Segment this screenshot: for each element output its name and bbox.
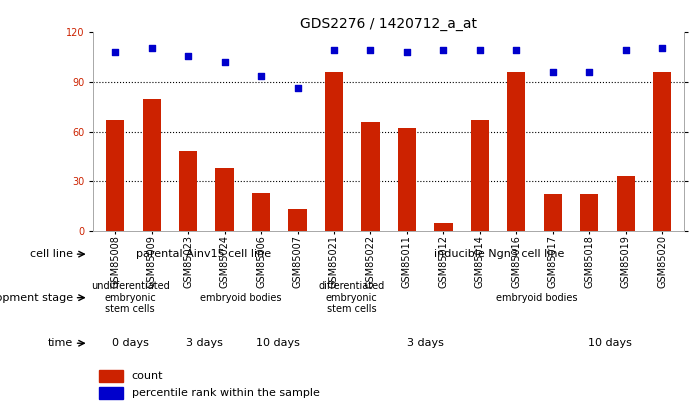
Bar [252, 193, 270, 231]
Bar [471, 120, 489, 231]
Bar [100, 387, 123, 399]
Text: cell line: cell line [30, 249, 73, 259]
Text: percentile rank within the sample: percentile rank within the sample [132, 388, 319, 399]
Text: parental Ainv15 cell line: parental Ainv15 cell line [137, 249, 272, 259]
Point [511, 47, 522, 53]
Text: 10 days: 10 days [588, 338, 632, 348]
Point [219, 59, 230, 66]
Point [182, 53, 193, 60]
Bar [100, 370, 123, 382]
Title: GDS2276 / 1420712_a_at: GDS2276 / 1420712_a_at [300, 17, 477, 31]
Point [584, 69, 595, 75]
Point [438, 47, 449, 53]
Bar [106, 120, 124, 231]
Bar [653, 72, 672, 231]
Bar [325, 72, 343, 231]
Text: 0 days: 0 days [112, 338, 149, 348]
Text: embryoid bodies: embryoid bodies [200, 293, 282, 303]
Point [621, 47, 632, 53]
Text: count: count [132, 371, 163, 381]
Point [401, 49, 413, 55]
Point [292, 85, 303, 91]
Text: 3 days: 3 days [186, 338, 223, 348]
Bar [179, 151, 197, 231]
Text: undifferentiated
embryonic
stem cells: undifferentiated embryonic stem cells [91, 281, 169, 314]
Bar [398, 128, 416, 231]
Point [328, 47, 339, 53]
Bar [434, 223, 453, 231]
Point [547, 69, 558, 75]
Text: inducible Ngn3 cell line: inducible Ngn3 cell line [434, 249, 565, 259]
Point [656, 45, 668, 51]
Bar [216, 168, 234, 231]
Text: embryoid bodies: embryoid bodies [495, 293, 577, 303]
Bar [507, 72, 525, 231]
Text: differentiated
embryonic
stem cells: differentiated embryonic stem cells [319, 281, 385, 314]
Text: time: time [48, 338, 73, 348]
Point [474, 47, 485, 53]
Bar [544, 194, 562, 231]
Bar [288, 209, 307, 231]
Point [256, 73, 267, 79]
Text: 3 days: 3 days [407, 338, 444, 348]
Bar [580, 194, 598, 231]
Point [146, 45, 157, 51]
Point [365, 47, 376, 53]
Bar [361, 122, 379, 231]
Bar [616, 176, 635, 231]
Text: development stage: development stage [0, 293, 73, 303]
Text: 10 days: 10 days [256, 338, 300, 348]
Bar [142, 98, 161, 231]
Point [110, 49, 121, 55]
